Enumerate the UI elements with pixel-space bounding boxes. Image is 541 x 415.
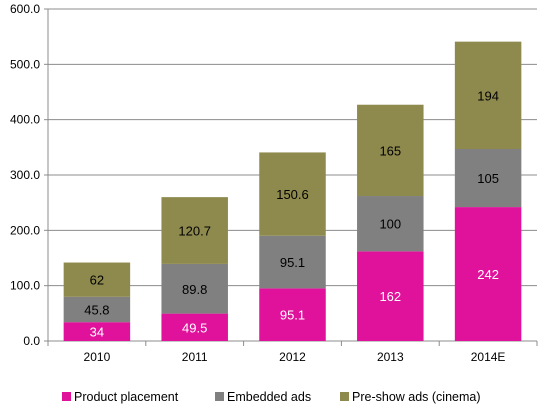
legend-label: Embedded ads: [227, 390, 311, 404]
data-label: 62: [90, 273, 104, 288]
bar-segment: [259, 152, 326, 236]
data-label: 34: [90, 325, 104, 340]
legend-label: Pre-show ads (cinema): [352, 390, 481, 404]
bar-segment: [454, 148, 522, 208]
data-label: 105: [477, 171, 499, 186]
bar-segment: [454, 207, 522, 341]
data-label: 95.1: [280, 255, 305, 270]
bar-segment: [357, 104, 424, 197]
x-tick-label: 2012: [279, 350, 306, 364]
data-label: 100: [379, 217, 401, 232]
x-tick-label: 2014E: [471, 350, 506, 364]
y-tick-label: 0.0: [23, 334, 40, 348]
legend: Product placement Embedded ads Pre-show ad…: [62, 390, 481, 404]
bar-segment: [63, 262, 131, 297]
legend-swatch: [62, 392, 71, 401]
y-tick-label: 400.0: [10, 113, 40, 127]
data-label: 120.7: [178, 224, 211, 239]
data-label: 49.5: [182, 320, 207, 335]
y-tick-label: 600.0: [10, 2, 40, 16]
y-tick-label: 100.0: [10, 279, 40, 293]
bar-segment: [161, 263, 228, 314]
bar-segment: [357, 196, 424, 252]
data-label: 165: [379, 143, 401, 158]
data-label: 45.8: [84, 303, 109, 318]
bar-segment: [259, 235, 326, 289]
x-tick-label: 2010: [84, 350, 111, 364]
legend-swatch: [340, 392, 349, 401]
data-label: 150.6: [276, 187, 309, 202]
bar-segment: [161, 313, 228, 341]
bar-segment: [454, 41, 522, 149]
legend-label: Product placement: [74, 390, 179, 404]
x-tick-label: 2013: [377, 350, 404, 364]
data-labels: 34 45.8 62 49.5 89.8 120.7 95.1 95.1 150.6 162 100…: [84, 88, 499, 339]
data-label: 162: [379, 289, 401, 304]
data-label: 89.8: [182, 282, 207, 297]
bar-segment: [357, 251, 424, 341]
bar-segment: [63, 322, 131, 341]
bar-segment: [63, 296, 131, 323]
bars: [63, 41, 522, 341]
data-label: 194: [477, 88, 499, 103]
data-label: 242: [477, 267, 499, 282]
y-tick-label: 300.0: [10, 168, 40, 182]
data-label: 95.1: [280, 308, 305, 323]
y-tick-label: 500.0: [10, 57, 40, 71]
x-tick-label: 2011: [182, 350, 208, 364]
legend-swatch: [215, 392, 224, 401]
y-tick-label: 200.0: [10, 223, 40, 237]
bar-segment: [161, 197, 228, 264]
bar-segment: [259, 288, 326, 341]
